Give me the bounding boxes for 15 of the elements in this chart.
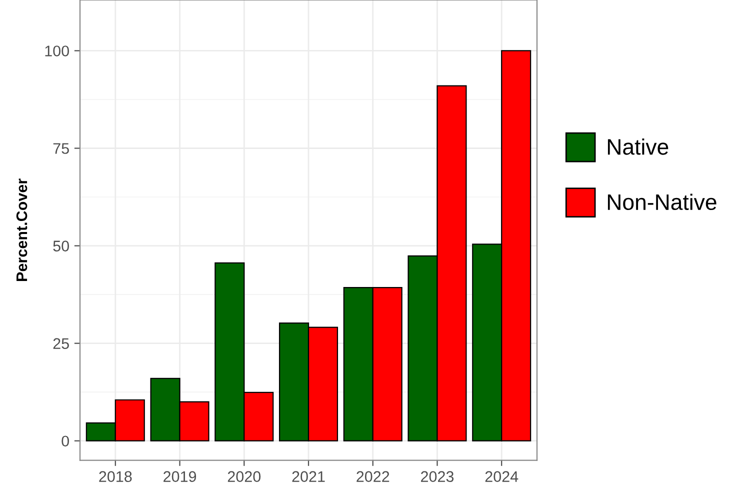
x-tick-label: 2019 [164,471,196,482]
legend-label: Non-Native [608,194,716,210]
legend-label: Native [608,138,668,155]
x-tick-label: 2024 [485,471,518,482]
y-tick-label: 75 [53,143,69,154]
y-axis-title: Percent.Cover [16,178,28,281]
y-tick-label: 50 [53,240,69,252]
y-tick-label: 100 [45,46,69,56]
x-tick-label: 2023 [421,471,454,482]
x-tick-label: 2022 [356,471,390,482]
x-tick-label: 2018 [99,471,132,482]
y-tick-label: 0 [62,436,69,447]
y-tick-label: 25 [53,338,69,349]
x-tick-label: 2021 [292,471,325,482]
x-tick-label: 2020 [228,471,261,482]
